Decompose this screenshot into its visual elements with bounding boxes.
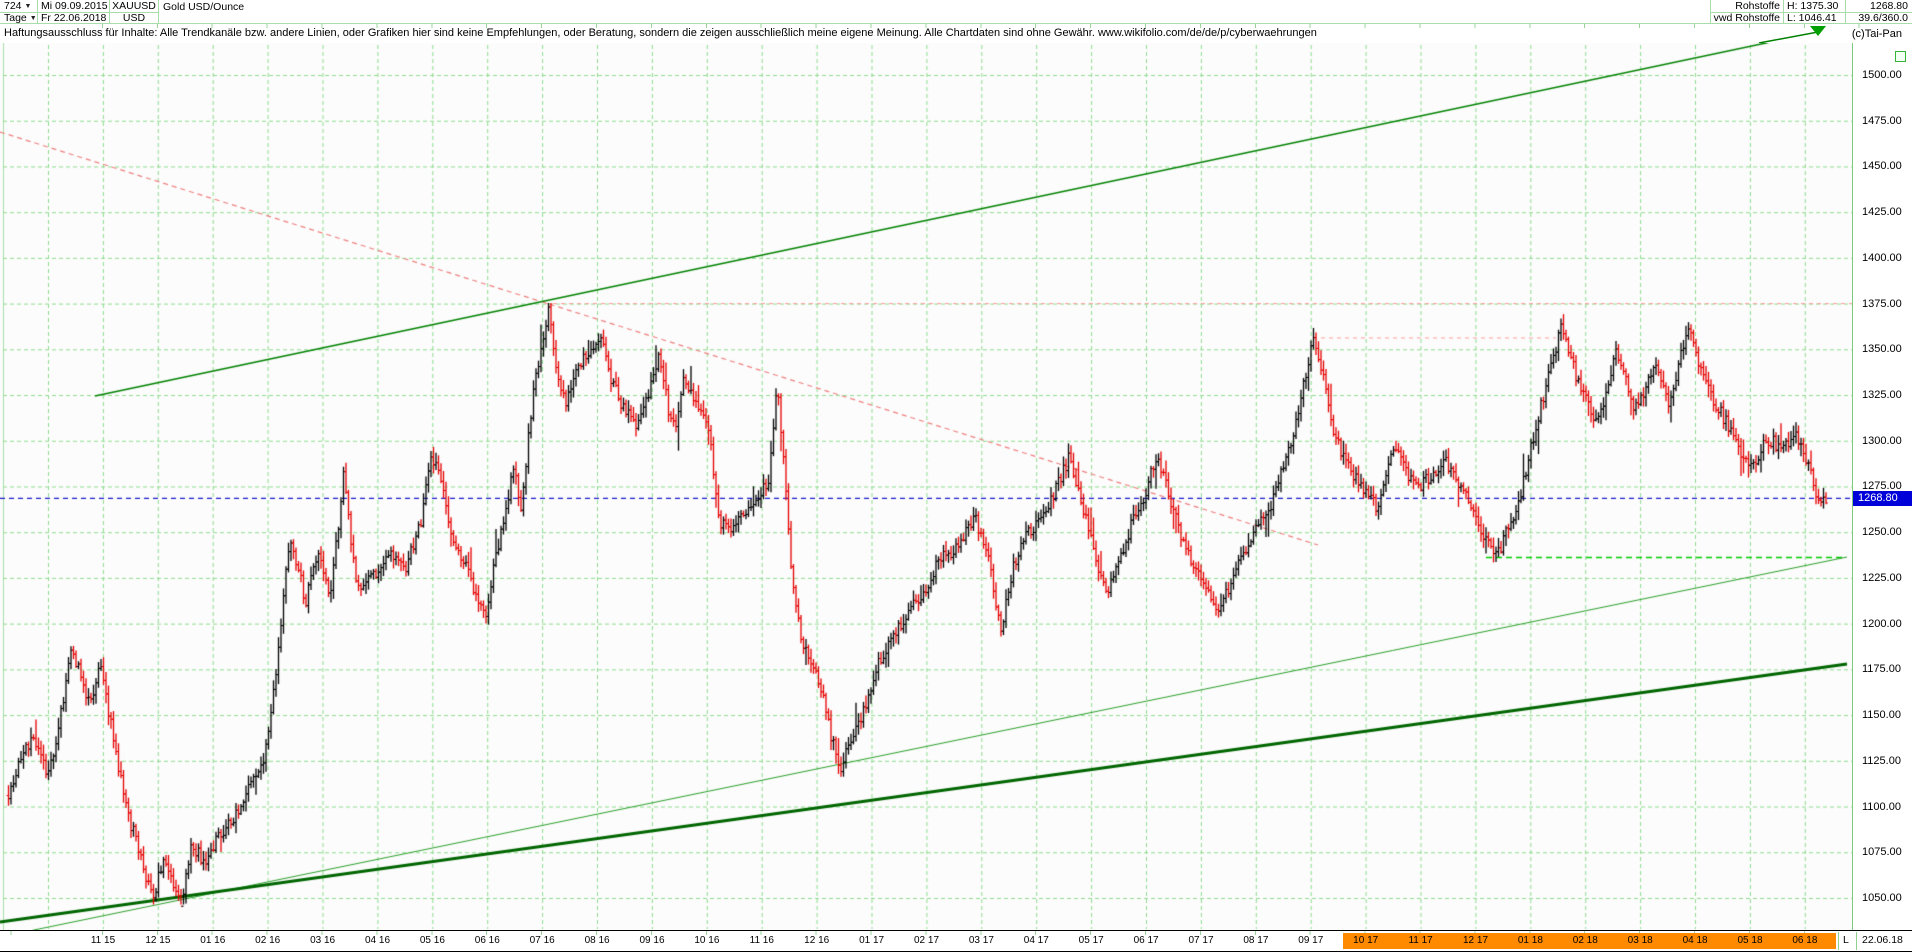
period-low-label: L: 1046.41: [1787, 12, 1837, 24]
time-label: 03 17: [968, 935, 994, 946]
price-tick-label: 1475.00: [1862, 114, 1902, 127]
price-tick-label: 1300.00: [1862, 434, 1902, 447]
chevron-down-icon: ▼: [24, 3, 32, 10]
price-tick-label: 1500.00: [1862, 69, 1902, 81]
symbol-label: XAUUSD: [112, 0, 156, 12]
column-tick-marks: [0, 24, 1860, 28]
divider: [1856, 932, 1857, 950]
price-tick-label: 1050.00: [1862, 891, 1902, 904]
price-tick-label: 1250.00: [1862, 526, 1902, 539]
date-to-field[interactable]: Fr 22.06.2018: [41, 12, 107, 24]
chevron-down-icon: ▼: [29, 15, 37, 22]
time-label: 06 16: [474, 935, 500, 946]
time-label-highlighted: 05 18: [1737, 935, 1763, 946]
price-chart-canvas[interactable]: [0, 43, 1912, 930]
price-tick-label: 1350.00: [1862, 343, 1902, 356]
time-label-highlighted: 02 18: [1572, 935, 1598, 946]
time-label: 11 15: [90, 935, 116, 946]
time-axis[interactable]: L 22.06.18 11 15 12 15 01 16 02 16 03 16 04 1…: [0, 930, 1912, 952]
price-tick-label: 1200.00: [1862, 617, 1902, 630]
last-date-label: 22.06.18: [1862, 934, 1903, 946]
month-tick-marks: [0, 931, 1848, 935]
time-label: 03 16: [310, 935, 336, 946]
category-label: Rohstoffe: [1735, 0, 1780, 12]
divider: [1838, 932, 1839, 950]
triangle-down-icon: [1810, 26, 1826, 36]
price-tick-label: 1125.00: [1862, 754, 1901, 767]
time-label-highlighted: 06 18: [1792, 935, 1818, 946]
divider: [1710, 12, 1912, 13]
instrument-name: Gold USD/Ounce: [163, 1, 245, 13]
period-high-label: H: 1375.30: [1787, 0, 1839, 12]
highlighted-date-range: [1343, 933, 1836, 949]
time-label: 07 16: [529, 935, 555, 946]
bars-count-dropdown[interactable]: 724 ▼: [4, 0, 32, 12]
time-label: 06 17: [1133, 935, 1159, 946]
date-from-field[interactable]: Mi 09.09.2015: [41, 0, 108, 12]
currency-label: USD: [122, 12, 146, 24]
data-source-label: vwd Rohstoffe: [1713, 12, 1780, 24]
time-label: 02 16: [255, 935, 281, 946]
time-label: 05 16: [419, 935, 445, 946]
price-tick-label: 1175.00: [1862, 663, 1901, 676]
time-label: 05 17: [1078, 935, 1104, 946]
price-tick-label: 1075.00: [1862, 846, 1902, 859]
time-label: 04 16: [364, 935, 391, 946]
price-tick-label: 1150.00: [1862, 709, 1901, 722]
price-tick-label: 1275.00: [1862, 480, 1902, 493]
time-label: 02 17: [913, 935, 940, 946]
time-label: 04 17: [1023, 935, 1049, 946]
time-label: 09 17: [1298, 935, 1324, 946]
disclaimer-strip: Haftungsausschluss für Inhalte: Alle Tre…: [0, 24, 1912, 43]
copyright-label: (c)Tai-Pan: [1851, 28, 1902, 40]
divider: [0, 12, 158, 13]
last-price-badge: 1268.80: [1853, 490, 1912, 506]
price-tick-label: 1325.00: [1862, 389, 1902, 402]
time-label-highlighted: 01 18: [1517, 935, 1543, 946]
time-label: 07 17: [1188, 935, 1214, 946]
last-bar-marker: L: [1843, 934, 1849, 946]
price-tick-label: 1225.00: [1862, 571, 1902, 584]
header-extra-stat: 39.6/360.0: [1858, 12, 1908, 24]
time-label: 09 16: [639, 935, 665, 946]
divider: [158, 0, 159, 24]
time-label: 08 17: [1243, 935, 1269, 946]
time-label-highlighted: 12 17: [1462, 935, 1489, 946]
trendline-end-marker: [1758, 26, 1826, 43]
time-label-highlighted: 10 17: [1353, 935, 1379, 946]
time-label: 12 16: [804, 935, 830, 946]
time-label: 12 15: [145, 935, 171, 946]
price-tick-label: 1375.00: [1862, 297, 1902, 310]
disclaimer-text: Haftungsausschluss für Inhalte: Alle Tre…: [4, 27, 1317, 39]
time-label: 11 16: [749, 935, 774, 946]
price-tick-label: 1100.00: [1862, 800, 1901, 813]
time-label-highlighted: 11 17: [1408, 935, 1433, 946]
price-axis[interactable]: 1268.80 1500.00 1475.00 1450.00 1425.00 1400…: [1852, 43, 1912, 930]
scale-widget-icon[interactable]: [1895, 51, 1906, 62]
price-tick-label: 1450.00: [1862, 160, 1902, 173]
time-label: 10 16: [694, 935, 720, 946]
price-tick-label: 1400.00: [1862, 251, 1902, 264]
time-label: 01 17: [859, 935, 885, 946]
price-tick-label: 1425.00: [1862, 206, 1902, 219]
time-label: 08 16: [584, 935, 610, 946]
header-last-price: 1268.80: [1870, 0, 1908, 12]
header-bar: 724 ▼ Tage ▼ Mi 09.09.2015 Fr 22.06.2018…: [0, 0, 1912, 24]
time-label-highlighted: 04 18: [1682, 935, 1708, 946]
time-label: 01 16: [200, 935, 226, 946]
time-label-highlighted: 03 18: [1627, 935, 1653, 946]
timeframe-dropdown[interactable]: Tage ▼: [4, 12, 37, 24]
